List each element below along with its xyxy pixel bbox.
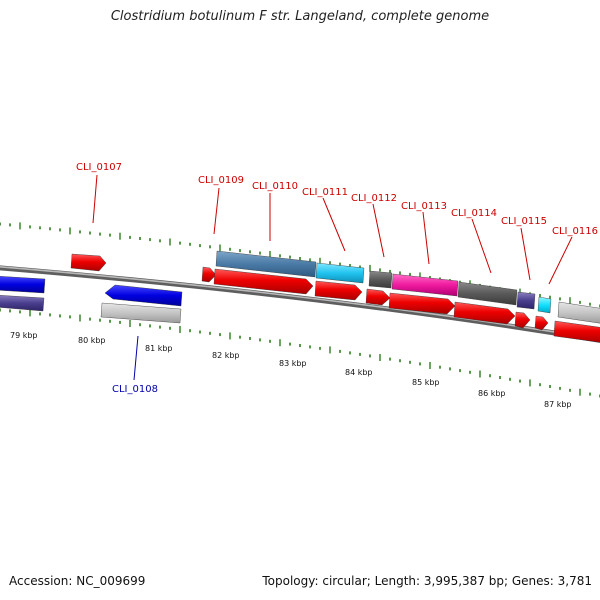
kbp-label: 86 kbp: [478, 389, 506, 398]
accession-text: Accession: NC_009699: [9, 574, 146, 588]
gene-feature-cli-0111[interactable]: [315, 262, 365, 284]
map-title: Clostridium botulinum F str. Langeland, …: [110, 9, 490, 24]
gene-label-cli-0115[interactable]: CLI_0115: [501, 216, 547, 227]
genome-backbone: [0, 265, 600, 343]
gene-feature[interactable]: [534, 315, 549, 331]
label-leader-lines: [92, 174, 573, 381]
gene-feature[interactable]: [514, 311, 531, 329]
gene-labels: CLI_0107 CLI_0108 CLI_0109 CLI_0110 CLI_…: [76, 162, 598, 395]
gene-feature-cli-0108[interactable]: [104, 284, 183, 307]
kbp-label: 82 kbp: [212, 351, 240, 360]
gene-feature[interactable]: [388, 292, 456, 315]
gene-label-cli-0116[interactable]: CLI_0116: [552, 226, 598, 237]
gene-features: [0, 250, 600, 343]
lower-scale-ticks: [0, 308, 600, 398]
gene-feature[interactable]: [553, 320, 600, 343]
gene-feature[interactable]: [365, 288, 391, 306]
kbp-label: 83 kbp: [279, 359, 307, 368]
gene-feature[interactable]: [0, 295, 45, 312]
gene-label-cli-0111[interactable]: CLI_0111: [302, 187, 348, 198]
gene-feature-cli-0115[interactable]: [516, 291, 536, 310]
gene-label-cli-0114[interactable]: CLI_0114: [451, 208, 497, 219]
gene-feature-cli-0114[interactable]: [457, 281, 518, 306]
gene-feature[interactable]: [0, 276, 46, 294]
gene-feature[interactable]: [100, 302, 182, 324]
gene-feature-cli-0112[interactable]: [368, 270, 393, 289]
gene-label-cli-0109[interactable]: CLI_0109: [198, 175, 244, 186]
gene-feature-cli-0113[interactable]: [391, 273, 459, 297]
gene-label-cli-0112[interactable]: CLI_0112: [351, 193, 397, 204]
gene-feature-cli-0109[interactable]: [215, 250, 317, 278]
kbp-label: 79 kbp: [10, 331, 38, 340]
gene-label-cli-0113[interactable]: CLI_0113: [401, 201, 447, 212]
kbp-label: 85 kbp: [412, 378, 440, 387]
gene-feature-cli-0116[interactable]: [537, 296, 552, 314]
gene-feature[interactable]: [557, 301, 600, 324]
kbp-label: 84 kbp: [345, 368, 373, 377]
kbp-label: 87 kbp: [544, 400, 572, 409]
gene-label-cli-0108[interactable]: CLI_0108: [112, 384, 158, 395]
gene-feature[interactable]: [201, 266, 217, 283]
gene-feature[interactable]: [453, 301, 516, 325]
topology-text: Topology: circular; Length: 3,995,387 bp…: [262, 574, 592, 588]
gene-feature-cli-0107[interactable]: [70, 253, 107, 272]
gene-label-cli-0110[interactable]: CLI_0110: [252, 181, 298, 192]
gene-feature[interactable]: [314, 280, 363, 301]
kbp-label: 81 kbp: [145, 344, 173, 353]
gene-feature[interactable]: [213, 268, 314, 295]
gene-label-cli-0107[interactable]: CLI_0107: [76, 162, 122, 173]
kbp-scale-labels: 79 kbp 80 kbp 81 kbp 82 kbp 83 kbp 84 kb…: [10, 331, 572, 409]
kbp-label: 80 kbp: [78, 336, 106, 345]
